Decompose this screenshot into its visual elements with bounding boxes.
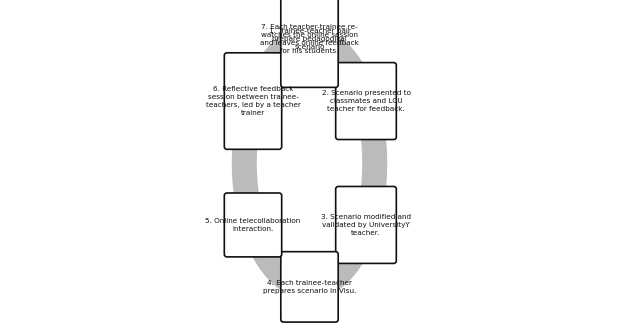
Text: 3. Scenario modified and
validated by UniversityY
teacher.: 3. Scenario modified and validated by Un… [321, 214, 411, 236]
FancyBboxPatch shape [281, 0, 338, 87]
Text: 5. Online telecollaboration
interaction.: 5. Online telecollaboration interaction. [206, 218, 301, 232]
FancyBboxPatch shape [335, 63, 396, 140]
FancyBboxPatch shape [224, 53, 282, 149]
Text: 4. Each trainee-teacher
prepares scenario in Visu.: 4. Each trainee-teacher prepares scenari… [263, 280, 356, 294]
FancyBboxPatch shape [281, 0, 338, 84]
Text: 1. Trainee-teacher pair
prepare pedagogical
scenario: 1. Trainee-teacher pair prepare pedagogi… [269, 28, 350, 50]
Text: 7. Each teacher-trainee re-
watches the online session
and leaves online feedbac: 7. Each teacher-trainee re- watches the … [260, 24, 359, 54]
Text: 2. Scenario presented to
classmates and LCU
teacher for feedback.: 2. Scenario presented to classmates and … [321, 90, 410, 112]
FancyBboxPatch shape [335, 186, 396, 263]
FancyBboxPatch shape [224, 193, 282, 257]
Text: 6. Reflective feedback
session between trainee-
teachers, led by a teacher
train: 6. Reflective feedback session between t… [206, 86, 300, 116]
FancyBboxPatch shape [281, 252, 338, 322]
